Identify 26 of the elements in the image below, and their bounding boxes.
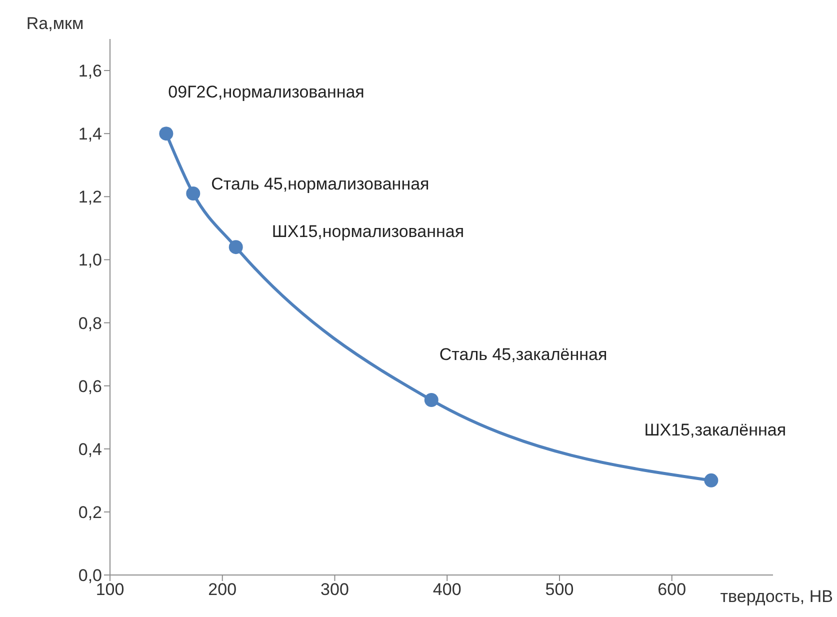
x-tick-label: 200	[208, 580, 237, 600]
point	[186, 186, 200, 200]
x-tick-label: 400	[432, 580, 462, 600]
annotation: Сталь 45,закалённая	[439, 345, 608, 364]
annotation: 09Г2С,нормализованная	[168, 82, 364, 102]
y-tick-label: 1,6	[78, 62, 102, 81]
point	[424, 393, 438, 408]
y-tick-label: 0,6	[78, 376, 102, 396]
x-tick-label: 600	[658, 580, 686, 600]
annotation: Сталь 45,нормализованная	[211, 174, 430, 194]
y-tick-label: 1,0	[78, 250, 102, 270]
annotation: ШХ15,нормализованная	[272, 222, 464, 242]
x-tick-label: 100	[96, 580, 124, 600]
y-tick-label: 0,8	[78, 314, 102, 333]
x-tick-label: 500	[545, 580, 574, 600]
x-tick-label: 300	[320, 580, 349, 600]
y-tick-label: 0,2	[78, 502, 102, 522]
y-tick-label: 0,4	[78, 440, 102, 459]
y-tick-label: 1,2	[78, 188, 102, 207]
y-tick-label: 1,4	[78, 124, 102, 144]
x-axis-title: твердость, HB	[720, 587, 833, 606]
annotation: ШХ15,закалённая	[644, 420, 786, 440]
point	[704, 473, 718, 488]
point	[159, 126, 174, 141]
y-axis-title: Ra,мкм	[26, 14, 84, 33]
point	[228, 240, 243, 254]
